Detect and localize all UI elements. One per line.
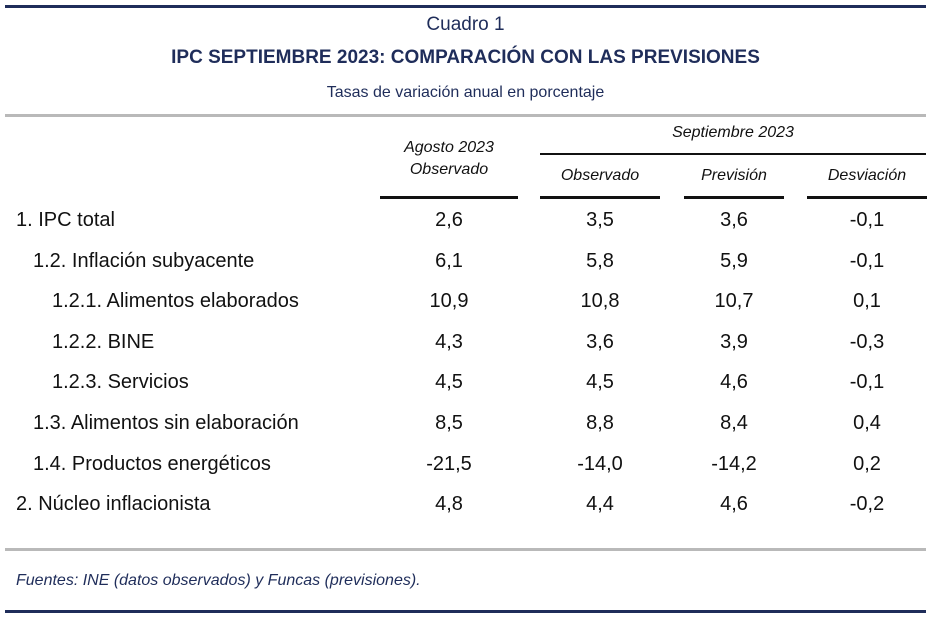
column-header-agosto-type: Observado [409, 161, 489, 178]
cell-prevision: 3,6 [720, 209, 748, 231]
cell-observado: 8,8 [586, 412, 614, 434]
row-label: 2. Núcleo inflacionista [16, 493, 211, 515]
column-header-desviacion: Desviación [827, 167, 907, 184]
row-label: 1.2. Inflación subyacente [33, 250, 255, 272]
column-underline-prevision [684, 196, 784, 199]
top-rule [5, 5, 926, 8]
table-row: 1.2.1. Alimentos elaborados 10,9 10,8 10… [0, 290, 931, 330]
table-row: 1. IPC total 2,6 3,5 3,6 -0,1 [0, 209, 931, 249]
cell-agosto: 8,5 [435, 412, 463, 434]
cell-desviacion: -0,1 [849, 209, 885, 231]
cell-agosto: 4,5 [435, 371, 463, 393]
table-subtitle: Tasas de variación anual en porcentaje [326, 84, 605, 101]
cell-prevision: 5,9 [720, 250, 748, 272]
cell-prevision: 10,7 [714, 290, 754, 312]
column-header-prevision: Previsión [701, 167, 767, 184]
cell-agosto: 2,6 [435, 209, 463, 231]
cell-observado: 4,4 [586, 493, 614, 515]
cell-prevision: 3,9 [720, 331, 748, 353]
cell-agosto: -21,5 [426, 453, 472, 475]
cell-prevision: -14,2 [711, 453, 757, 475]
column-header-observado: Observado [560, 167, 640, 184]
cell-agosto: 6,1 [435, 250, 463, 272]
cell-desviacion: 0,4 [853, 412, 881, 434]
cell-agosto: 4,8 [435, 493, 463, 515]
row-label: 1.2.2. BINE [52, 331, 155, 353]
cell-prevision: 4,6 [720, 493, 748, 515]
row-label: 1.3. Alimentos sin elaboración [33, 412, 299, 434]
cell-desviacion: -0,2 [849, 493, 885, 515]
table-row: 1.4. Productos energéticos -21,5 -14,0 -… [0, 453, 931, 493]
cell-observado: 3,5 [586, 209, 614, 231]
column-header-agosto: Agosto 2023 Observado [380, 137, 518, 181]
cell-desviacion: -0,3 [849, 331, 885, 353]
cell-prevision: 8,4 [720, 412, 748, 434]
table-number: Cuadro 1 [426, 14, 505, 35]
header-rule [5, 114, 926, 117]
table-title: IPC SEPTIEMBRE 2023: COMPARACIÓN CON LAS… [171, 47, 760, 68]
cell-agosto: 10,9 [429, 290, 469, 312]
row-label: 1.2.3. Servicios [52, 371, 189, 393]
cell-desviacion: -0,1 [849, 250, 885, 272]
cell-observado: -14,0 [577, 453, 623, 475]
cell-observado: 10,8 [580, 290, 620, 312]
cell-observado: 4,5 [586, 371, 614, 393]
bottom-rule [5, 610, 926, 613]
column-group-underline [540, 153, 926, 155]
column-underline-desviacion [807, 196, 927, 199]
footer-rule [5, 548, 926, 551]
row-label: 1.2.1. Alimentos elaborados [52, 290, 299, 312]
row-label: 1.4. Productos energéticos [33, 453, 271, 475]
column-group-septiembre: Septiembre 2023 [672, 124, 794, 141]
cell-agosto: 4,3 [435, 331, 463, 353]
table-row: 1.2.3. Servicios 4,5 4,5 4,6 -0,1 [0, 371, 931, 411]
table-row: 2. Núcleo inflacionista 4,8 4,4 4,6 -0,2 [0, 493, 931, 533]
table-row: 1.2.2. BINE 4,3 3,6 3,9 -0,3 [0, 331, 931, 371]
table-row: 1.2. Inflación subyacente 6,1 5,8 5,9 -0… [0, 250, 931, 290]
cell-desviacion: 0,1 [853, 290, 881, 312]
cell-observado: 5,8 [586, 250, 614, 272]
column-underline-observado [540, 196, 660, 199]
row-label: 1. IPC total [16, 209, 115, 231]
cell-prevision: 4,6 [720, 371, 748, 393]
column-underline-agosto [380, 196, 518, 199]
column-header-agosto-period: Agosto 2023 [404, 139, 494, 156]
cell-desviacion: 0,2 [853, 453, 881, 475]
cell-desviacion: -0,1 [849, 371, 885, 393]
cell-observado: 3,6 [586, 331, 614, 353]
table-row: 1.3. Alimentos sin elaboración 8,5 8,8 8… [0, 412, 931, 452]
source-footnote: Fuentes: INE (datos observados) y Funcas… [16, 572, 421, 589]
